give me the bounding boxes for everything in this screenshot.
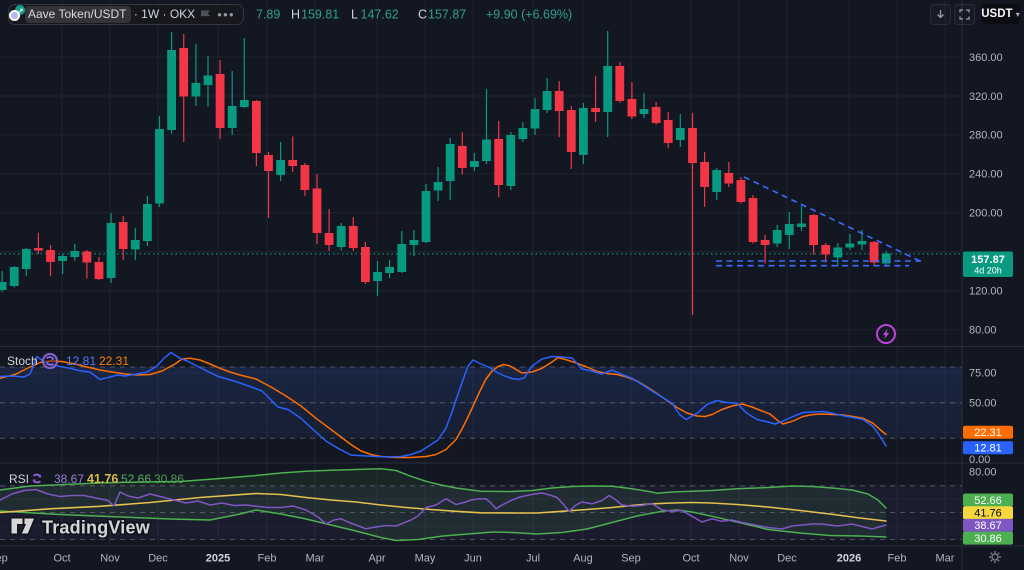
svg-text:Mar: Mar: [936, 553, 955, 565]
svg-text:Stoch: Stoch: [7, 354, 38, 368]
svg-text:157.87: 157.87: [971, 254, 1005, 266]
svg-text:0.00: 0.00: [969, 454, 990, 466]
svg-text:52.66: 52.66: [974, 495, 1002, 507]
svg-text:22.31: 22.31: [99, 354, 129, 368]
svg-text:May: May: [415, 553, 436, 565]
svg-text:12.81: 12.81: [974, 443, 1002, 455]
svg-text:RSI: RSI: [9, 472, 29, 486]
svg-text:240.00: 240.00: [969, 169, 1003, 181]
svg-text:2026: 2026: [837, 553, 861, 565]
svg-text:120.00: 120.00: [969, 286, 1003, 298]
svg-text:38.67: 38.67: [974, 520, 1002, 532]
svg-text:Apr: Apr: [368, 553, 385, 565]
svg-text:52.66: 52.66: [121, 472, 151, 486]
svg-text:Nov: Nov: [729, 553, 749, 565]
svg-text:Sep: Sep: [621, 553, 641, 565]
svg-text:Nov: Nov: [100, 553, 120, 565]
svg-text:200.00: 200.00: [969, 208, 1003, 220]
svg-text:Sep: Sep: [0, 553, 8, 565]
svg-text:80.00: 80.00: [969, 325, 997, 337]
svg-text:75.00: 75.00: [969, 368, 997, 380]
svg-text:4d 20h: 4d 20h: [974, 266, 1002, 276]
svg-text:280.00: 280.00: [969, 130, 1003, 142]
svg-text:22.31: 22.31: [974, 427, 1002, 439]
svg-text:Jul: Jul: [526, 553, 540, 565]
svg-text:320.00: 320.00: [969, 91, 1003, 103]
svg-text:41.76: 41.76: [87, 472, 118, 486]
svg-text:Oct: Oct: [53, 553, 70, 565]
svg-text:2025: 2025: [206, 553, 230, 565]
svg-text:TradingView: TradingView: [42, 518, 151, 538]
svg-text:Dec: Dec: [148, 553, 168, 565]
svg-text:80.00: 80.00: [969, 467, 997, 479]
svg-text:Feb: Feb: [888, 553, 907, 565]
svg-text:12.81: 12.81: [66, 354, 96, 368]
svg-text:Feb: Feb: [258, 553, 277, 565]
svg-text:38.67: 38.67: [54, 472, 84, 486]
svg-text:Dec: Dec: [777, 553, 797, 565]
svg-text:Aug: Aug: [573, 553, 593, 565]
svg-text:Jun: Jun: [464, 553, 482, 565]
svg-text:Mar: Mar: [306, 553, 325, 565]
svg-text:41.76: 41.76: [974, 508, 1002, 520]
svg-text:Oct: Oct: [682, 553, 699, 565]
svg-text:30.86: 30.86: [154, 472, 184, 486]
svg-text:50.00: 50.00: [969, 398, 997, 410]
svg-text:30.86: 30.86: [974, 533, 1002, 545]
svg-text:360.00: 360.00: [969, 52, 1003, 64]
